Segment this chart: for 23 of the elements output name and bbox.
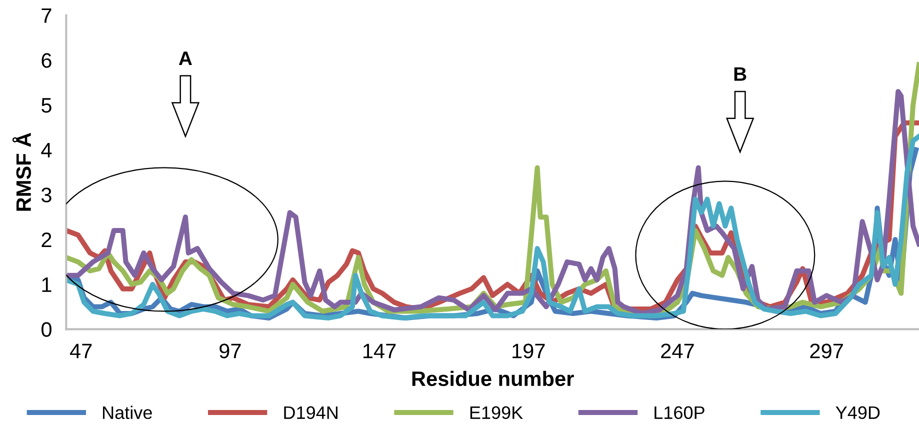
y-tick-label: 0 bbox=[42, 322, 52, 337]
x-axis-title: Residue number bbox=[412, 370, 574, 386]
legend-label: D194N bbox=[284, 406, 338, 420]
legend-label: Native bbox=[103, 406, 152, 420]
x-tick-label: 247 bbox=[661, 344, 694, 358]
annotation: A bbox=[178, 52, 192, 66]
y-tick-label: 1 bbox=[42, 278, 52, 292]
y-tick-label: 4 bbox=[41, 143, 52, 158]
x-tick-label: 47 bbox=[70, 344, 92, 358]
annotation: B bbox=[734, 67, 746, 81]
x-tick-label: 197 bbox=[512, 344, 545, 358]
y-tick-label: 6 bbox=[42, 53, 52, 68]
legend-label: E199K bbox=[470, 406, 523, 420]
y-tick-label: 5 bbox=[42, 98, 52, 113]
legend-label: Y49D bbox=[836, 406, 880, 420]
y-tick-label: 7 bbox=[42, 8, 52, 23]
x-tick-label: 147 bbox=[363, 344, 396, 358]
x-tick-label: 97 bbox=[220, 344, 241, 358]
legend-label: L160P bbox=[654, 406, 704, 420]
y-tick-label: 2 bbox=[42, 232, 52, 248]
x-tick-label: 297 bbox=[810, 344, 843, 358]
y-axis-title: RMSF Å bbox=[12, 132, 32, 211]
y-tick-label: 3 bbox=[41, 188, 52, 202]
